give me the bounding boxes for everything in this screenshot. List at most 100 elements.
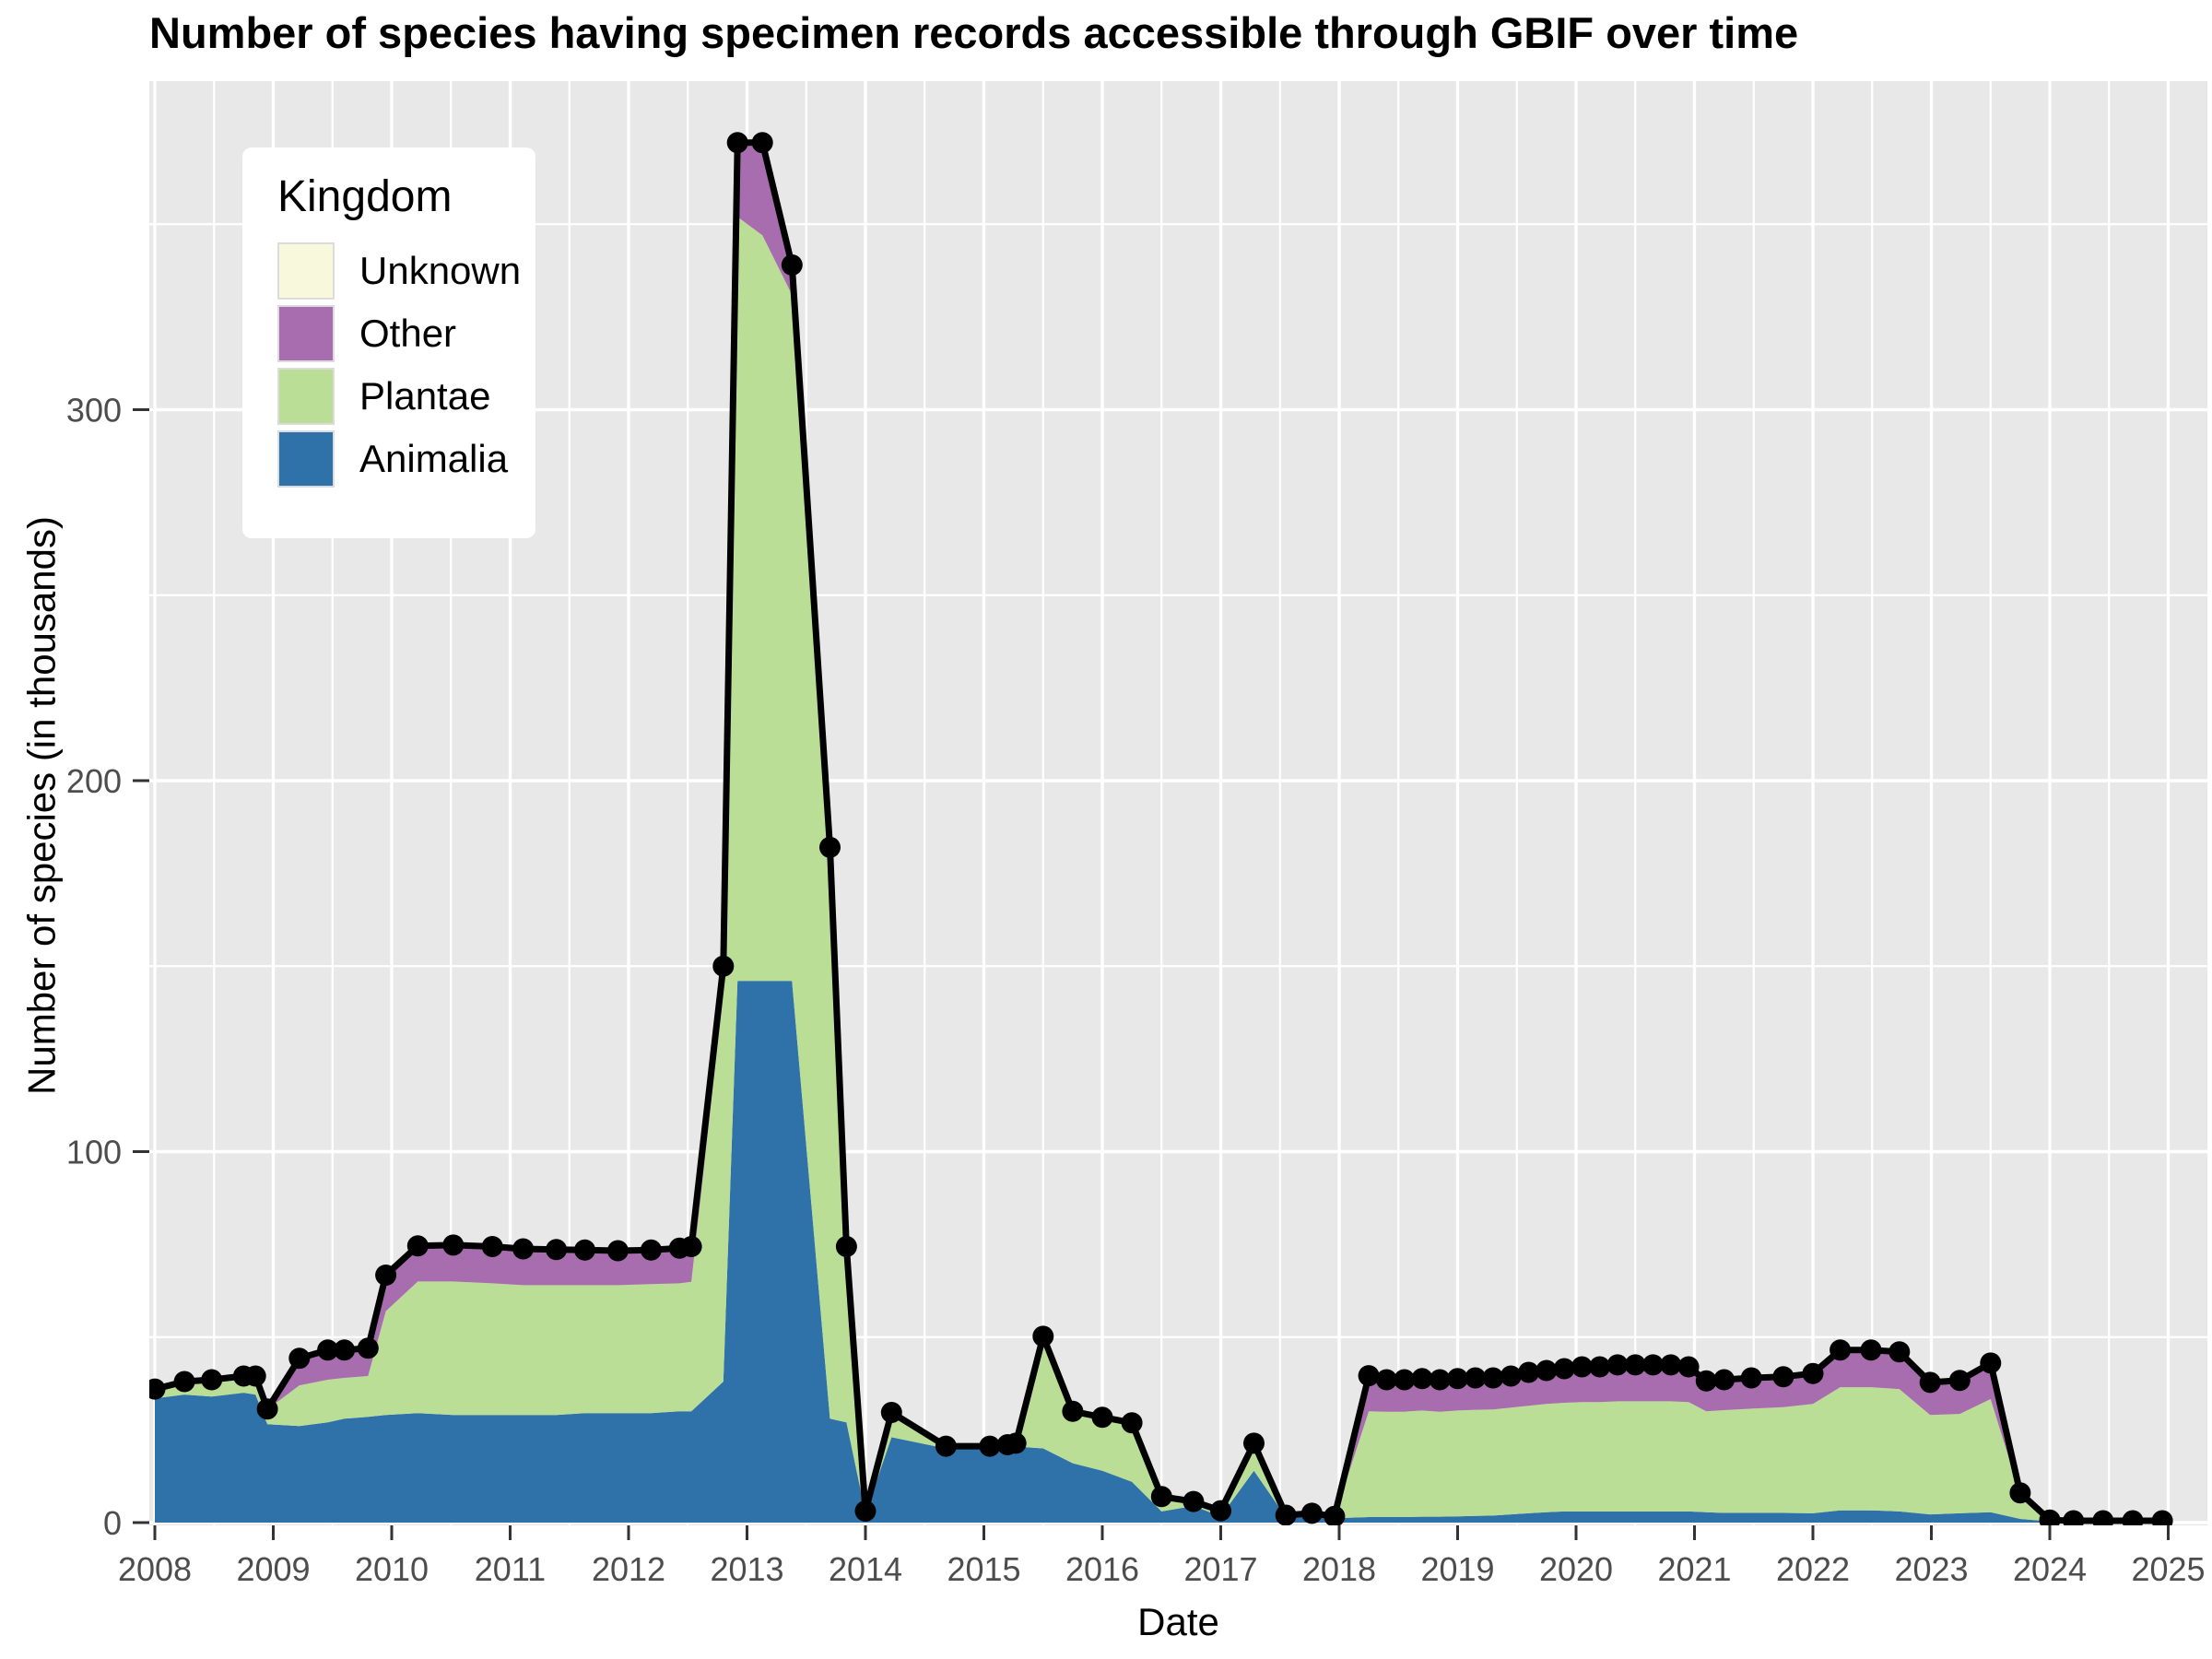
data-point <box>1243 1432 1265 1454</box>
data-point <box>1394 1369 1416 1391</box>
data-point <box>244 1365 266 1387</box>
x-tick-label: 2013 <box>710 1550 783 1588</box>
x-tick-label: 2019 <box>1420 1550 1494 1588</box>
data-point <box>1411 1368 1433 1390</box>
x-tick-label: 2024 <box>2013 1550 2087 1588</box>
x-tick-label: 2016 <box>1065 1550 1139 1588</box>
x-axis-title: Date <box>1137 1600 1219 1643</box>
data-point <box>317 1339 339 1361</box>
data-point <box>1091 1406 1113 1429</box>
data-point <box>442 1234 465 1256</box>
x-tick-label: 2025 <box>2131 1550 2205 1588</box>
data-point <box>1275 1504 1297 1525</box>
data-point <box>1624 1354 1646 1376</box>
data-point <box>1121 1412 1143 1434</box>
x-tick-label: 2008 <box>118 1550 192 1588</box>
data-point <box>751 132 773 154</box>
data-point <box>1553 1358 1575 1380</box>
y-tick-label: 0 <box>103 1504 122 1542</box>
data-point <box>1571 1356 1593 1378</box>
data-point <box>680 1236 702 1257</box>
legend-title: Kingdom <box>277 172 453 221</box>
chart-title: Number of species having specimen record… <box>149 8 1799 57</box>
data-point <box>1860 1339 1882 1361</box>
data-point <box>1482 1367 1504 1389</box>
x-tick-label: 2017 <box>1183 1550 1257 1588</box>
data-point <box>1535 1359 1558 1382</box>
data-point <box>149 1378 166 1400</box>
legend-item-label: Unknown <box>359 249 522 292</box>
legend-item-plantae: Plantae <box>277 368 535 425</box>
data-point <box>712 955 735 977</box>
data-point <box>880 1402 902 1423</box>
data-point <box>726 132 748 154</box>
data-point <box>1740 1367 1762 1389</box>
data-point <box>935 1435 957 1457</box>
data-point <box>1830 1339 1852 1361</box>
data-point <box>819 836 841 858</box>
data-point <box>173 1371 195 1393</box>
data-layer <box>149 132 2173 1525</box>
legend: Kingdom Unknown Other Plantae Animalia <box>242 147 535 538</box>
data-point <box>1802 1362 1824 1384</box>
y-tick-label: 100 <box>66 1134 122 1171</box>
data-point <box>1150 1486 1172 1508</box>
data-point <box>854 1500 877 1522</box>
data-point <box>1695 1370 1717 1392</box>
x-tick-label: 2021 <box>1657 1550 1731 1588</box>
data-point <box>1182 1490 1205 1512</box>
area-plantae <box>155 217 2163 1523</box>
data-point <box>1919 1371 1941 1394</box>
data-point <box>2122 1510 2144 1525</box>
x-tick-label: 2011 <box>475 1550 546 1588</box>
data-point <box>1210 1500 1231 1522</box>
data-point <box>1032 1325 1054 1347</box>
legend-item-label: Plantae <box>359 374 491 418</box>
data-point <box>781 254 803 276</box>
data-point <box>2009 1482 2031 1504</box>
data-point <box>1465 1367 1487 1389</box>
data-point <box>2039 1509 2061 1525</box>
data-point <box>1005 1432 1027 1454</box>
legend-item-label: Animalia <box>359 437 509 480</box>
data-points <box>149 132 2173 1525</box>
x-tick-label: 2022 <box>1776 1550 1850 1588</box>
data-point <box>334 1339 356 1361</box>
x-tick-label: 2012 <box>592 1550 665 1588</box>
data-point <box>1589 1356 1611 1378</box>
x-tick-label: 2010 <box>355 1550 429 1588</box>
legend-items: Unknown Other Plantae Animalia <box>277 242 535 488</box>
data-point <box>406 1235 429 1257</box>
data-point <box>1660 1354 1682 1376</box>
y-tick-label: 200 <box>66 762 122 800</box>
data-point <box>1062 1400 1084 1422</box>
data-point <box>1677 1356 1700 1378</box>
data-point <box>606 1240 629 1262</box>
data-point <box>1888 1341 1911 1363</box>
data-point <box>979 1435 1001 1457</box>
data-point <box>2151 1510 2173 1525</box>
x-tick-label: 2014 <box>829 1550 902 1588</box>
data-point <box>1429 1369 1451 1391</box>
data-point <box>1606 1354 1629 1376</box>
data-point <box>1948 1370 1971 1392</box>
data-point <box>1375 1369 1397 1391</box>
data-point <box>256 1398 278 1420</box>
y-axis-title: Number of species (in thousands) <box>19 516 64 1095</box>
axis-ticks <box>133 408 2170 1540</box>
x-tick-label: 2023 <box>1894 1550 1968 1588</box>
x-tick-label: 2009 <box>236 1550 310 1588</box>
data-point <box>481 1236 503 1257</box>
data-point <box>640 1239 662 1261</box>
data-point <box>2063 1510 2085 1525</box>
data-point <box>1358 1365 1380 1387</box>
area-animalia <box>155 981 2163 1523</box>
y-tick-label: 300 <box>66 392 122 429</box>
data-point <box>1980 1352 2002 1374</box>
data-point <box>288 1347 311 1370</box>
legend-item-label: Other <box>359 312 457 355</box>
data-point <box>1324 1505 1346 1525</box>
data-point <box>1518 1361 1540 1383</box>
data-point <box>1642 1354 1664 1376</box>
